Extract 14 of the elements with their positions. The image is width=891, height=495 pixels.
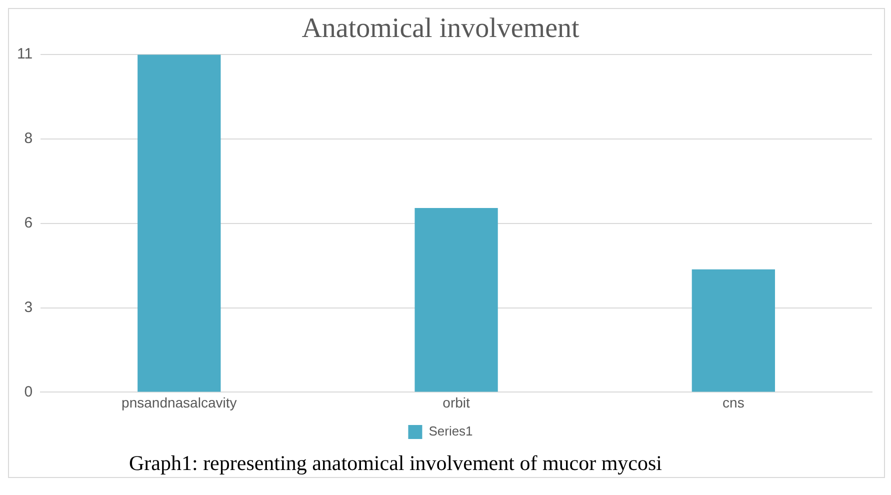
legend-label: Series1 — [428, 424, 473, 439]
bar — [414, 208, 498, 392]
chart-title: Anatomical involvement — [302, 13, 580, 44]
y-tick-label: 3 — [24, 298, 33, 316]
x-tick-label: pnsandnasalcavity — [122, 394, 237, 410]
bar — [692, 269, 775, 392]
y-tick-label: 0 — [24, 383, 33, 400]
y-tick-label: 11 — [16, 46, 33, 63]
y-tick-label: 8 — [24, 130, 33, 148]
x-tick-label: cns — [722, 394, 744, 410]
bar — [138, 54, 221, 392]
x-tick-label: orbit — [442, 394, 470, 410]
caption: Graph1: representing anatomical involvement of mucor mycosi — [128, 450, 664, 477]
y-tick-label: 6 — [24, 214, 33, 232]
